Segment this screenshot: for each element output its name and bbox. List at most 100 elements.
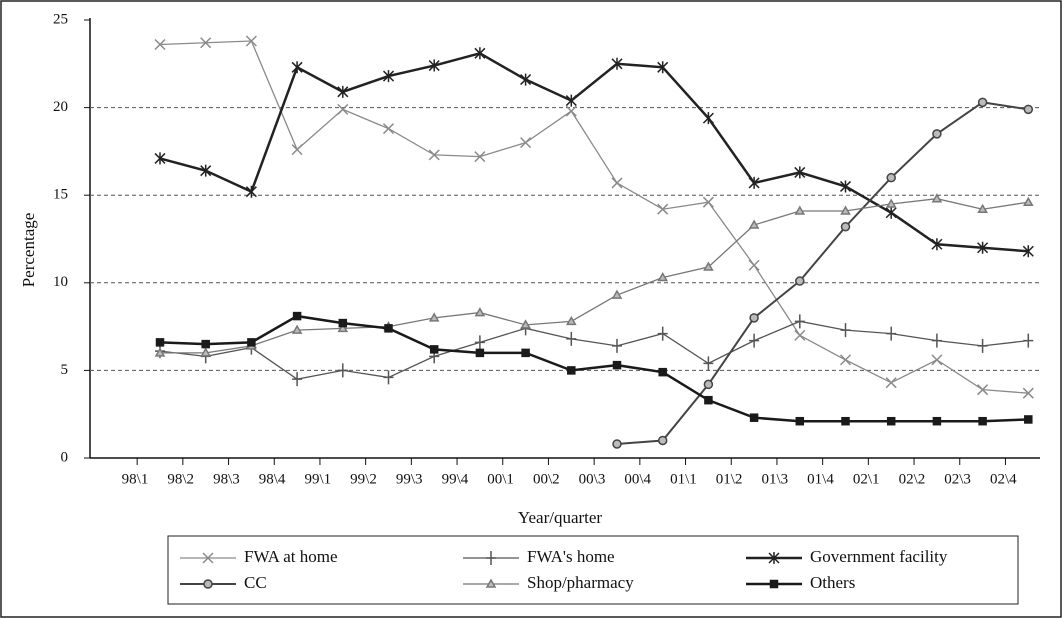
marker	[428, 149, 440, 161]
x-tick-label: 01\2	[716, 471, 743, 487]
marker	[292, 372, 303, 387]
marker	[657, 203, 669, 215]
marker	[977, 97, 988, 108]
marker	[154, 347, 166, 357]
marker	[337, 103, 349, 115]
series-line	[616, 101, 1029, 445]
marker	[931, 193, 943, 203]
marker	[486, 551, 496, 565]
series-line	[159, 320, 1029, 380]
marker	[749, 413, 759, 422]
legend-label: CC	[244, 573, 267, 592]
marker	[154, 38, 166, 51]
marker	[1023, 196, 1034, 206]
x-tick-label: 99\3	[396, 471, 423, 487]
marker	[932, 416, 942, 426]
marker	[611, 289, 623, 299]
x-tick-label: 02\3	[944, 471, 971, 487]
legend-box	[167, 535, 1019, 605]
marker	[1022, 387, 1034, 399]
marker	[1022, 245, 1034, 258]
marker	[657, 326, 668, 341]
marker	[702, 112, 714, 125]
x-tick-label: 01\3	[761, 471, 788, 487]
marker	[840, 205, 851, 215]
marker	[200, 347, 211, 357]
x-tick-label: 00\1	[487, 471, 514, 487]
marker	[795, 276, 805, 286]
marker	[749, 313, 759, 323]
marker	[658, 367, 667, 377]
marker	[155, 338, 165, 347]
marker	[794, 205, 806, 215]
x-tick-label: 00\4	[624, 471, 651, 487]
marker	[203, 579, 213, 589]
marker	[612, 360, 622, 370]
marker	[840, 323, 851, 338]
marker	[885, 206, 897, 219]
marker	[384, 324, 393, 333]
marker	[474, 335, 485, 350]
marker	[657, 272, 668, 282]
y-tick-label: 25	[53, 11, 68, 27]
x-axis-label: Year/quarter	[518, 508, 603, 527]
marker	[657, 61, 669, 74]
marker	[657, 435, 668, 446]
marker	[382, 70, 395, 83]
marker	[291, 324, 303, 334]
marker	[520, 137, 532, 149]
series-line	[159, 51, 1029, 253]
marker	[383, 370, 394, 385]
marker	[428, 312, 440, 322]
x-tick-label: 00\2	[533, 471, 560, 487]
marker	[612, 439, 622, 449]
marker	[337, 85, 349, 98]
legend-label: Government facility	[810, 547, 948, 566]
marker	[1024, 415, 1033, 424]
x-tick-label: 01\1	[670, 471, 697, 487]
marker	[839, 180, 852, 193]
marker	[748, 219, 760, 229]
marker	[839, 354, 852, 366]
series-line	[160, 198, 1029, 354]
marker	[703, 379, 714, 390]
x-tick-label: 02\4	[990, 471, 1017, 487]
marker	[566, 331, 577, 346]
marker	[840, 221, 851, 232]
series-line	[159, 314, 1029, 423]
marker	[337, 363, 348, 378]
marker	[566, 315, 577, 326]
y-tick-label: 5	[61, 362, 69, 378]
x-tick-label: 00\3	[579, 471, 606, 487]
marker	[429, 345, 439, 354]
marker	[703, 261, 714, 271]
marker	[931, 333, 942, 348]
marker	[247, 338, 256, 347]
marker	[611, 177, 623, 189]
marker	[749, 333, 760, 348]
marker	[702, 196, 714, 208]
marker	[977, 203, 988, 213]
marker	[977, 241, 989, 254]
marker	[567, 366, 576, 375]
marker	[794, 329, 806, 341]
marker	[475, 348, 485, 358]
marker	[977, 338, 988, 353]
marker	[841, 416, 850, 426]
marker	[931, 238, 943, 251]
marker	[200, 164, 212, 177]
marker	[611, 57, 623, 70]
x-tick-label: 98\4	[259, 471, 286, 487]
marker	[520, 319, 531, 329]
x-tick-label: 02\1	[853, 471, 880, 487]
x-tick-label: 02\2	[899, 471, 926, 487]
marker	[886, 172, 896, 183]
legend-label: Others	[810, 573, 855, 592]
marker	[474, 151, 486, 163]
x-tick-label: 98\1	[122, 471, 149, 487]
x-tick-label: 98\2	[167, 471, 194, 487]
marker	[931, 354, 943, 366]
marker	[769, 579, 779, 589]
